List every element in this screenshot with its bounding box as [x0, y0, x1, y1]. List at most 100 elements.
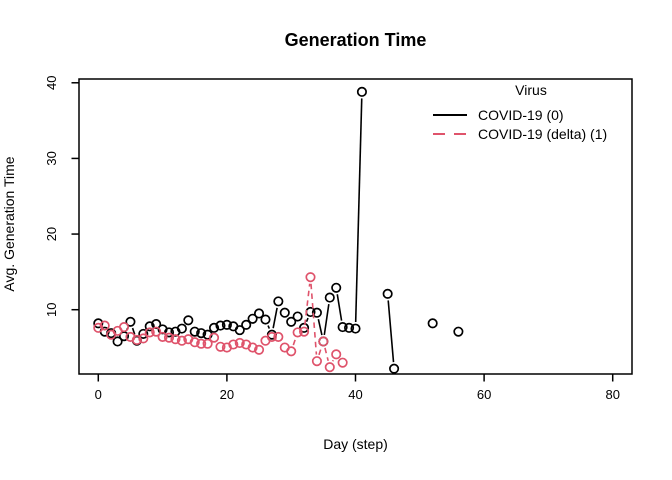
data-point-0	[125, 316, 136, 327]
data-point-0	[331, 282, 342, 293]
series-line-1	[318, 347, 323, 356]
x-axis-label: Day (step)	[323, 436, 388, 452]
data-point-0	[344, 322, 355, 333]
data-point-1	[144, 327, 155, 338]
data-point-1	[253, 344, 265, 355]
x-tick-label: 60	[477, 387, 491, 402]
data-point-1	[202, 338, 213, 349]
legend-item-covid19: COVID-19 (0)	[433, 105, 629, 124]
data-point-0	[311, 307, 322, 318]
series-line-1	[304, 283, 311, 326]
data-point-1	[228, 339, 239, 350]
data-point-0	[299, 322, 310, 333]
x-tick-label: 20	[220, 387, 234, 402]
y-tick-label: 30	[44, 151, 59, 165]
data-point-0	[253, 308, 265, 319]
data-point-1	[170, 334, 181, 345]
legend: Virus COVID-19 (0) COVID-19 (delta) (1)	[433, 82, 629, 143]
data-point-0	[234, 325, 245, 336]
series-line-1	[324, 347, 329, 361]
data-point-1	[157, 331, 168, 342]
y-axis-label: Avg. Generation Time	[1, 156, 17, 292]
data-point-0	[324, 292, 335, 303]
data-point-0	[427, 318, 438, 329]
data-point-1	[331, 349, 342, 360]
data-point-1	[163, 332, 175, 343]
series-line-0	[272, 307, 278, 329]
series-line-1	[310, 283, 318, 355]
legend-label: COVID-19 (0)	[478, 106, 564, 123]
data-point-0	[138, 328, 149, 339]
series-line-0	[317, 318, 323, 336]
legend-title: Virus	[515, 82, 547, 98]
data-point-1	[337, 357, 348, 368]
data-point-0	[292, 311, 303, 322]
x-tick-label: 80	[605, 387, 619, 402]
data-point-1	[305, 272, 316, 283]
data-point-1	[208, 332, 220, 343]
data-point-0	[215, 320, 226, 331]
data-point-0	[247, 313, 258, 324]
data-point-0	[241, 319, 252, 330]
data-point-1	[151, 326, 162, 337]
data-point-0	[163, 327, 175, 338]
data-point-1	[234, 337, 245, 349]
data-point-0	[93, 318, 104, 329]
legend-item-covid19-delta: COVID-19 (delta) (1)	[433, 124, 629, 143]
series-line-0	[305, 317, 309, 323]
data-point-0	[260, 314, 271, 325]
data-point-1	[215, 341, 226, 352]
data-point-0	[453, 326, 464, 337]
data-point-1	[266, 331, 277, 342]
legend-key-solid-line-icon	[433, 113, 467, 116]
data-point-0	[350, 323, 361, 334]
data-point-0	[189, 326, 200, 337]
y-tick-label: 40	[44, 76, 59, 90]
series-line-1	[332, 359, 334, 362]
data-point-1	[286, 346, 297, 357]
data-point-0	[196, 328, 207, 339]
data-point-1	[273, 331, 284, 342]
series-line-0	[336, 294, 343, 321]
data-point-1	[299, 326, 310, 337]
data-point-0	[221, 319, 232, 330]
data-point-1	[131, 334, 142, 346]
x-tick-label: 0	[95, 387, 102, 402]
data-point-0	[389, 363, 400, 374]
data-point-1	[189, 337, 200, 348]
data-point-0	[112, 336, 123, 347]
data-point-1	[318, 336, 329, 347]
series-line-0	[267, 325, 271, 329]
data-point-0	[273, 296, 284, 307]
data-point-0	[382, 288, 393, 299]
y-tick-label: 10	[44, 302, 59, 316]
series-line-0	[323, 304, 330, 336]
data-point-0	[286, 316, 297, 327]
data-point-1	[118, 322, 130, 333]
series-line-1	[292, 338, 297, 346]
data-point-0	[208, 322, 220, 333]
data-point-1	[138, 333, 149, 344]
y-tick-label: 20	[44, 227, 59, 241]
data-point-0	[176, 323, 187, 334]
chart-title: Generation Time	[284, 30, 427, 50]
series-line-0	[131, 327, 136, 335]
data-point-1	[196, 338, 207, 349]
data-point-1	[324, 362, 335, 373]
data-point-0	[337, 322, 348, 333]
data-point-0	[144, 321, 155, 332]
data-point-1	[176, 335, 187, 346]
series-line-0	[387, 300, 395, 363]
data-point-0	[356, 86, 367, 97]
data-point-1	[311, 356, 322, 367]
data-point-0	[183, 315, 194, 326]
data-point-1	[93, 322, 104, 333]
legend-label: COVID-19 (delta) (1)	[478, 125, 608, 142]
legend-key-dashed-line-icon	[433, 132, 467, 135]
x-tick-label: 40	[348, 387, 362, 402]
data-point-1	[99, 320, 110, 331]
data-point-1	[247, 342, 258, 353]
data-point-0	[279, 307, 290, 318]
